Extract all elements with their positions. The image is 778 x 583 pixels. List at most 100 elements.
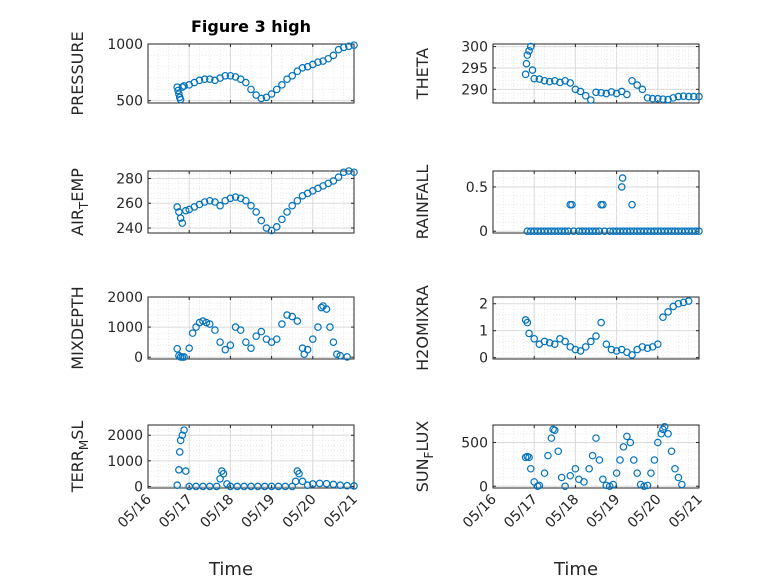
panel-pressure: 500 1000 PRESSURE Figure 3 high bbox=[68, 17, 358, 116]
data-point bbox=[648, 94, 657, 103]
axes-box bbox=[492, 296, 700, 360]
y-axis-label: SUNFLUX bbox=[413, 421, 436, 493]
axes-box bbox=[147, 170, 355, 234]
y-axis-label: THETA bbox=[413, 48, 432, 100]
data-point bbox=[664, 429, 672, 438]
data-point bbox=[669, 94, 678, 102]
axes-box bbox=[147, 43, 355, 104]
data-point bbox=[540, 337, 549, 346]
series-points bbox=[521, 297, 693, 359]
data-point bbox=[185, 344, 194, 352]
data-point bbox=[526, 464, 535, 473]
y-axis-label: RAINFALL bbox=[413, 165, 432, 240]
data-point bbox=[628, 76, 636, 85]
data-point bbox=[329, 338, 338, 346]
data-point bbox=[587, 337, 595, 346]
y-tick-label: 0 bbox=[134, 350, 143, 366]
data-point bbox=[653, 438, 662, 447]
data-point bbox=[640, 482, 648, 491]
data-point bbox=[523, 51, 532, 59]
data-point bbox=[272, 85, 281, 94]
data-point bbox=[211, 198, 219, 206]
chart-title: Figure 3 high bbox=[191, 17, 311, 36]
data-point bbox=[535, 75, 544, 83]
y-tick-label: 0 bbox=[479, 479, 488, 495]
data-point bbox=[588, 451, 597, 460]
data-point bbox=[212, 482, 221, 491]
data-point bbox=[339, 43, 348, 52]
data-point bbox=[643, 344, 652, 353]
data-point bbox=[544, 451, 552, 460]
data-point bbox=[322, 305, 331, 313]
data-point bbox=[345, 42, 353, 51]
data-point bbox=[602, 340, 611, 348]
data-point bbox=[288, 71, 297, 80]
y-axis-label: MIXDEPTH bbox=[68, 286, 87, 369]
y-tick-label: 1000 bbox=[107, 37, 143, 53]
y-tick-label: 260 bbox=[116, 196, 143, 212]
data-point bbox=[564, 227, 573, 236]
axes-box bbox=[492, 170, 700, 234]
data-point bbox=[333, 350, 341, 358]
series-points bbox=[521, 422, 686, 491]
data-point bbox=[585, 464, 593, 473]
data-point bbox=[643, 94, 652, 102]
data-point bbox=[231, 193, 240, 201]
data-point bbox=[226, 341, 235, 349]
data-point bbox=[283, 75, 291, 83]
data-point bbox=[599, 200, 607, 209]
data-point bbox=[576, 347, 585, 355]
series-points bbox=[523, 174, 703, 236]
data-point bbox=[650, 456, 659, 464]
data-point bbox=[298, 64, 307, 72]
data-point bbox=[569, 227, 578, 236]
x-axis-label: Time bbox=[208, 559, 253, 580]
data-point bbox=[252, 208, 260, 216]
data-point bbox=[679, 92, 688, 100]
data-point bbox=[566, 471, 575, 480]
data-point bbox=[247, 201, 255, 210]
grid bbox=[492, 171, 700, 233]
data-point bbox=[633, 469, 642, 477]
data-point bbox=[247, 85, 255, 94]
data-point bbox=[288, 482, 297, 491]
data-point bbox=[278, 320, 286, 328]
data-point bbox=[180, 353, 188, 361]
data-point bbox=[576, 87, 585, 96]
data-point bbox=[293, 67, 302, 76]
data-point bbox=[303, 481, 312, 489]
data-point bbox=[653, 340, 662, 348]
data-point bbox=[324, 54, 333, 63]
data-point bbox=[173, 481, 181, 489]
y-tick-label: 300 bbox=[461, 40, 488, 56]
x-axis-label: Time bbox=[553, 559, 598, 580]
data-point bbox=[521, 70, 530, 79]
data-point bbox=[523, 318, 532, 327]
data-point bbox=[684, 297, 693, 305]
data-point bbox=[295, 469, 303, 478]
series-points bbox=[173, 302, 351, 361]
y-tick-label: 280 bbox=[116, 171, 143, 187]
data-point bbox=[628, 351, 636, 359]
y-tick-label: 0 bbox=[134, 479, 143, 495]
data-point bbox=[350, 41, 358, 49]
y-axis-label: H2OMIXRA bbox=[413, 285, 432, 371]
data-point bbox=[528, 66, 537, 74]
data-point bbox=[550, 340, 559, 348]
data-point bbox=[629, 456, 638, 464]
panel-air-temp: 240 260 280 AIRTEMP bbox=[68, 167, 358, 237]
data-point bbox=[561, 337, 569, 346]
data-point bbox=[173, 83, 181, 91]
data-point bbox=[178, 431, 187, 440]
data-point bbox=[216, 201, 224, 210]
data-point bbox=[557, 473, 566, 482]
data-point bbox=[592, 88, 600, 97]
data-point bbox=[329, 51, 338, 60]
data-point bbox=[202, 318, 211, 327]
series-points bbox=[173, 167, 358, 235]
data-point bbox=[242, 78, 250, 87]
data-point bbox=[619, 443, 628, 451]
data-point bbox=[695, 92, 703, 101]
series-points bbox=[521, 42, 703, 104]
